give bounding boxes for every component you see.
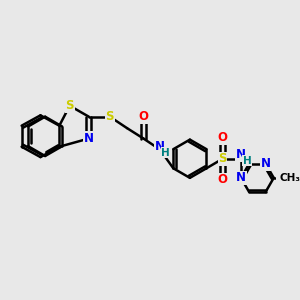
Text: H: H (161, 148, 170, 158)
Text: S: S (106, 110, 114, 123)
Text: O: O (218, 131, 228, 144)
Text: N: N (236, 148, 246, 161)
Text: N: N (84, 132, 94, 145)
Text: CH₃: CH₃ (279, 173, 300, 183)
Text: N: N (260, 157, 271, 170)
Text: N: N (236, 171, 246, 184)
Text: O: O (218, 173, 228, 186)
Text: S: S (218, 152, 227, 165)
Text: N: N (155, 140, 165, 153)
Text: O: O (138, 110, 148, 123)
Text: H: H (243, 156, 251, 166)
Text: S: S (65, 99, 74, 112)
